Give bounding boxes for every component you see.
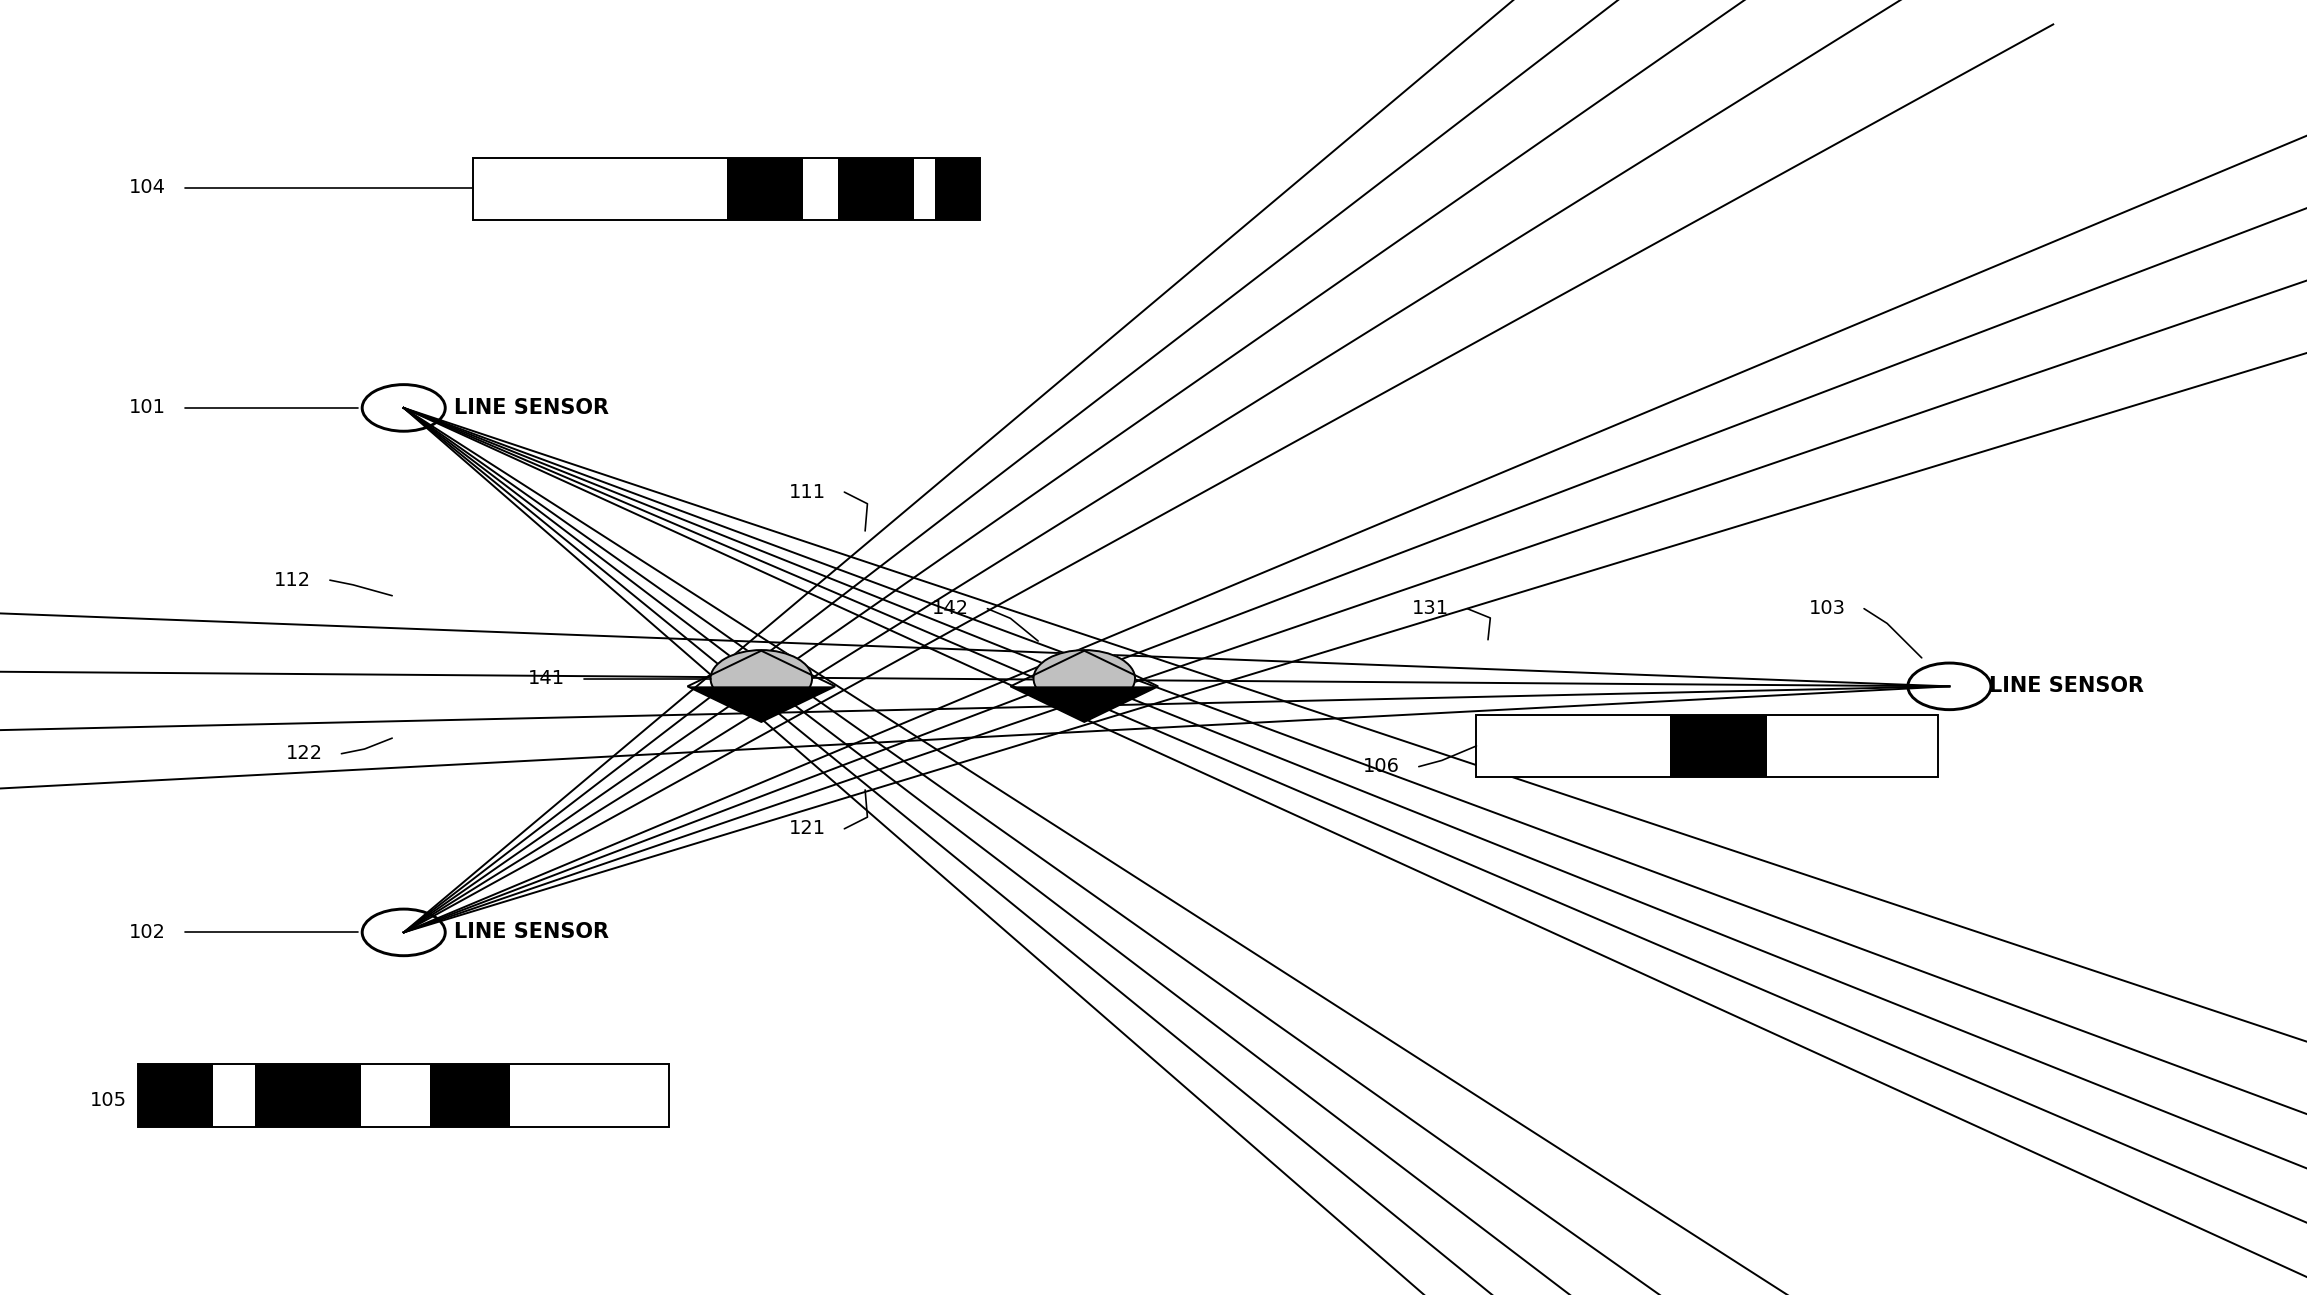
- Bar: [837, 158, 914, 220]
- Text: 105: 105: [90, 1092, 127, 1110]
- Bar: [934, 158, 980, 220]
- Text: 142: 142: [932, 600, 969, 618]
- Bar: [431, 1064, 510, 1127]
- Bar: [138, 1064, 669, 1127]
- Text: 121: 121: [789, 820, 826, 838]
- Text: 102: 102: [129, 923, 166, 941]
- Text: LINE SENSOR: LINE SENSOR: [454, 922, 609, 943]
- Bar: [1670, 715, 1767, 777]
- Bar: [256, 1064, 362, 1127]
- Text: LINE SENSOR: LINE SENSOR: [1989, 676, 2143, 697]
- Text: LINE SENSOR: LINE SENSOR: [454, 398, 609, 418]
- Text: 141: 141: [528, 670, 565, 688]
- Polygon shape: [1010, 686, 1158, 723]
- Circle shape: [711, 650, 812, 707]
- Circle shape: [1034, 650, 1135, 707]
- Text: 112: 112: [275, 571, 311, 589]
- Text: 111: 111: [789, 483, 826, 501]
- Text: 104: 104: [129, 179, 166, 197]
- Text: 122: 122: [286, 745, 323, 763]
- Bar: [473, 158, 980, 220]
- Bar: [727, 158, 803, 220]
- Text: 101: 101: [129, 399, 166, 417]
- Text: 131: 131: [1412, 600, 1449, 618]
- Text: 106: 106: [1363, 758, 1400, 776]
- Bar: [1476, 715, 1938, 777]
- Polygon shape: [687, 686, 835, 723]
- Text: 103: 103: [1809, 600, 1846, 618]
- Bar: [138, 1064, 212, 1127]
